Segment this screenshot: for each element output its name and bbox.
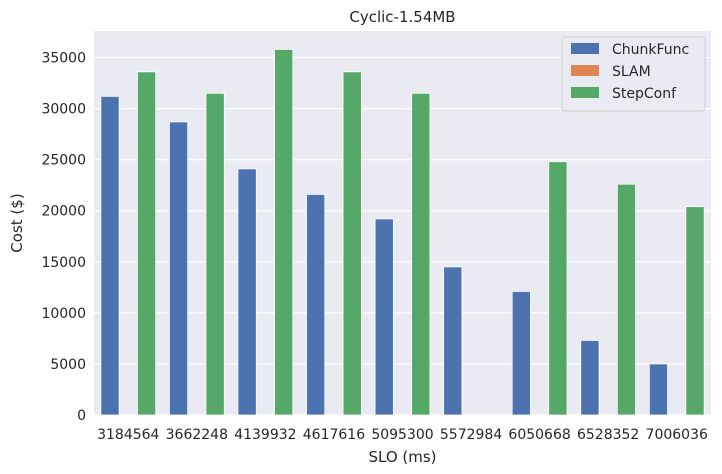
x-tick-label: 3184564 [97,427,159,443]
bar-chunkfunc-6050668 [511,291,531,416]
x-tick-label: 7006036 [646,427,708,443]
bar-chunkfunc-3662248 [169,121,189,416]
legend-swatch-stepconf [571,87,599,98]
bars [100,48,705,416]
legend-swatch-chunkfunc [571,43,599,54]
bar-stepconf-7006036 [685,206,705,416]
legend-label-slam: SLAM [612,64,651,80]
y-tick-label: 20000 [41,204,86,220]
bar-stepconf-6528352 [616,183,636,416]
y-tick-label: 25000 [41,153,86,169]
legend: ChunkFunc SLAM StepConf [561,36,706,112]
y-tick-label: 35000 [41,51,86,67]
bar-chunkfunc-7006036 [648,363,668,416]
bar-chunkfunc-4617616 [306,194,326,416]
y-tick-label: 15000 [41,255,86,271]
x-axis-label: SLO (ms) [368,448,436,466]
bar-stepconf-3662248 [205,92,225,416]
x-tick-label: 4139932 [234,427,296,443]
y-axis-label: Cost ($) [8,193,26,252]
y-tick-label: 5000 [50,357,86,373]
bar-stepconf-6050668 [548,161,568,416]
y-tick-labels: 0 5000 10000 15000 20000 25000 30000 35000 [41,51,86,424]
bar-chunkfunc-6528352 [580,340,600,416]
bar-chunkfunc-3184564 [100,95,120,416]
chart-title: Cyclic-1.54MB [349,8,455,26]
bar-stepconf-3184564 [137,71,157,416]
bar-chunkfunc-5095300 [374,218,394,416]
x-tick-label: 5572984 [440,427,502,443]
x-tick-labels: 3184564 3662248 4139932 4617616 5095300 55729… [97,427,708,443]
x-tick-label: 4617616 [303,427,365,443]
y-tick-label: 10000 [41,306,86,322]
x-tick-label: 6050668 [508,427,570,443]
bar-stepconf-4617616 [342,71,362,416]
x-tick-label: 5095300 [371,427,433,443]
legend-label-stepconf: StepConf [612,86,677,102]
y-tick-label: 30000 [41,102,86,118]
y-tick-label: 0 [77,408,86,424]
legend-label-chunkfunc: ChunkFunc [612,42,689,58]
x-tick-label: 3662248 [166,427,228,443]
bar-stepconf-5095300 [411,92,431,416]
bar-stepconf-4139932 [274,48,294,416]
bar-chunkfunc-4139932 [237,168,257,416]
bar-chunkfunc-5572984 [443,266,463,416]
legend-swatch-slam [571,65,599,76]
x-tick-label: 6528352 [577,427,639,443]
